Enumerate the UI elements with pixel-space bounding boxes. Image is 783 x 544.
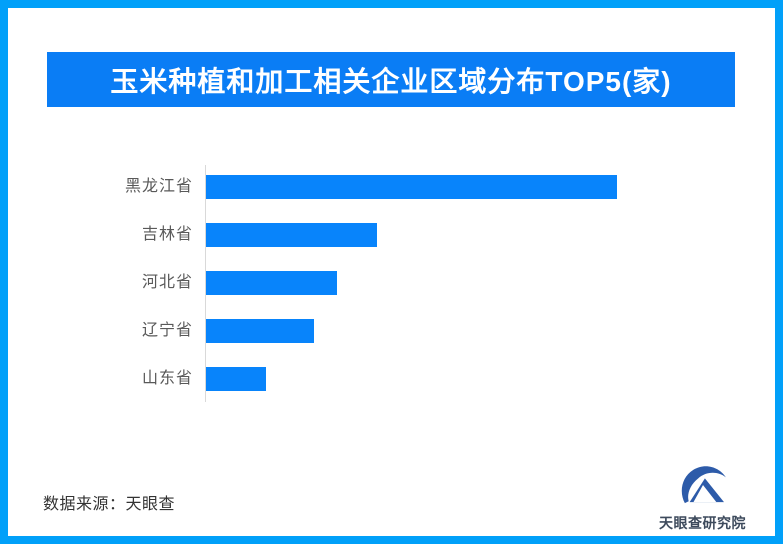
- category-label: 山东省: [141, 370, 193, 387]
- bar: [206, 319, 314, 343]
- data-source-label: 数据来源：天眼查: [43, 496, 176, 513]
- chart-title-banner: 玉米种植和加工相关企业区域分布TOP5(家): [47, 52, 735, 107]
- bar: [206, 271, 337, 295]
- tianyancha-logo-icon: [681, 466, 726, 504]
- category-label: 黑龙江省: [124, 178, 193, 195]
- chart-title: 玉米种植和加工相关企业区域分布TOP5(家): [110, 65, 672, 97]
- bar: [206, 223, 377, 247]
- brand-logo: 天眼查研究院: [650, 464, 755, 533]
- category-label: 河北省: [141, 274, 193, 291]
- category-label: 辽宁省: [141, 322, 193, 339]
- y-axis-line: [205, 165, 206, 402]
- bar: [206, 175, 617, 199]
- category-label: 吉林省: [141, 226, 193, 243]
- bar: [206, 367, 266, 391]
- brand-logo-label: 天眼查研究院: [659, 515, 746, 531]
